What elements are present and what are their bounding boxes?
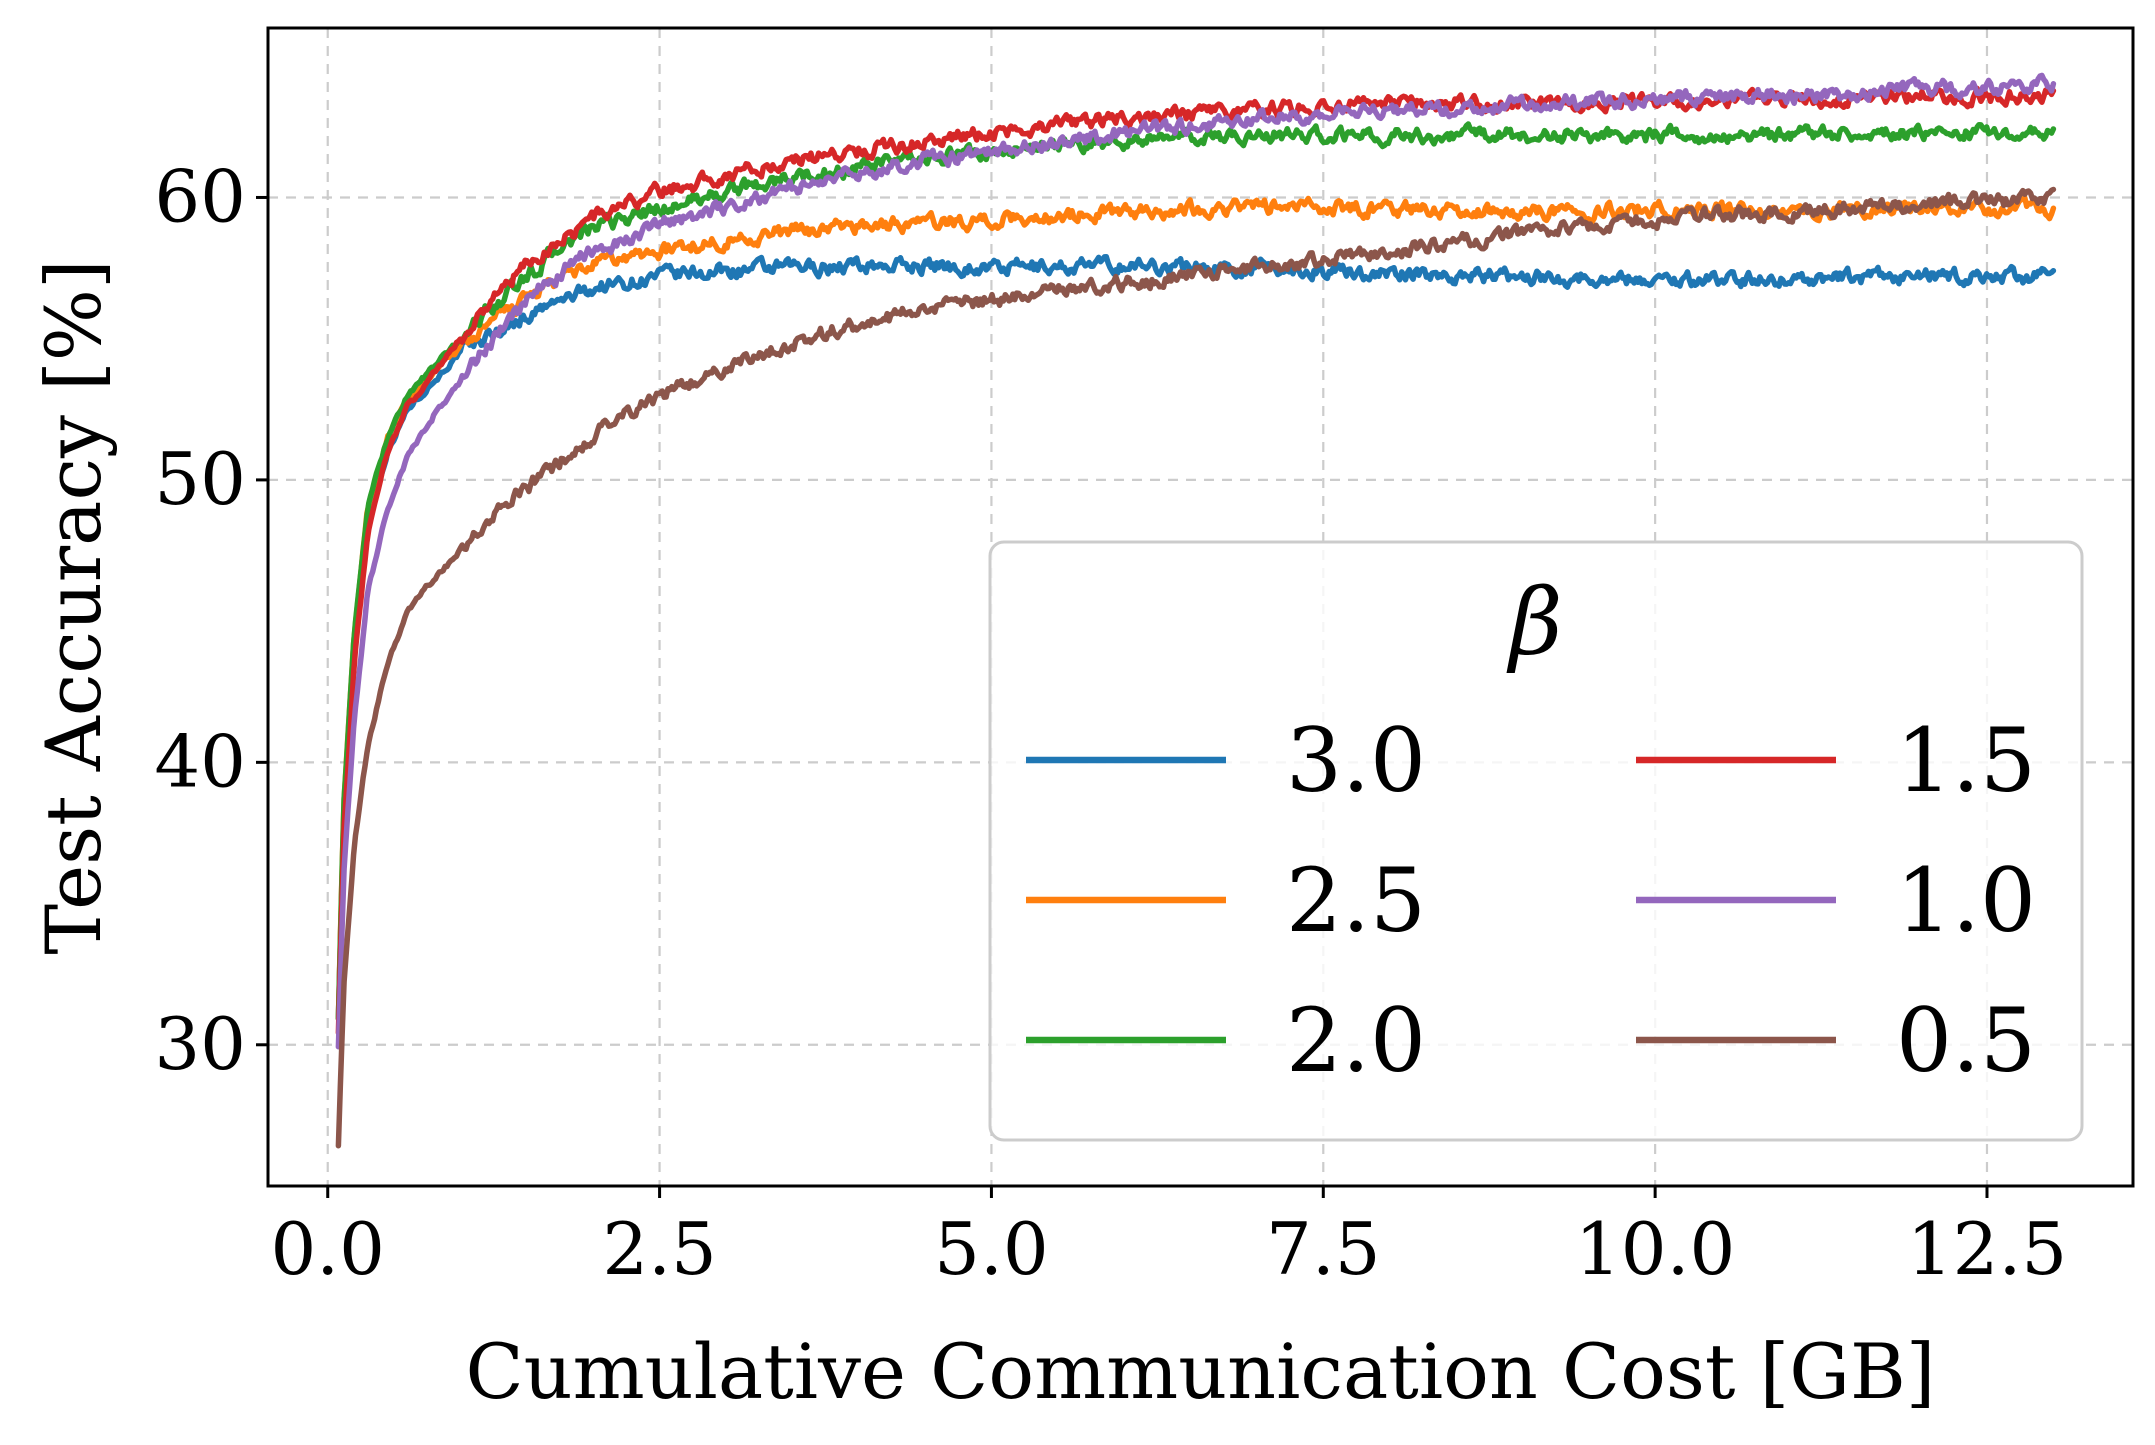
legend-label-beta-0.5: 0.5 [1896,989,2036,1092]
legend-label-beta-1.0: 1.0 [1896,849,2036,952]
x-tick-label: 5.0 [934,1207,1049,1291]
legend-entries: 3.0 2.5 2.0 1.5 1.0 0.5 [1026,709,2036,1092]
legend-title: β [1506,569,1562,676]
x-tick-label: 2.5 [602,1207,717,1291]
series-line-beta-2.0 [335,121,2057,1022]
x-tick-label: 7.5 [1266,1207,1381,1291]
y-axis-label: Test Accuracy [%] [29,259,118,954]
legend-entry-beta-2.0: 2.0 [1026,989,1426,1092]
legend-entry-beta-1.5: 1.5 [1636,709,2036,812]
legend-entry-beta-3.0: 3.0 [1026,709,1426,812]
series-layer [335,72,2057,1149]
legend-entry-beta-1.0: 1.0 [1636,849,2036,952]
tick-layer: 0.0 2.5 5.0 7.5 10.0 12.5 30 40 50 60 [154,154,2067,1291]
y-tick-label: 40 [154,719,246,803]
legend-label-beta-3.0: 3.0 [1286,709,1426,812]
series-line-beta-1.5 [335,85,2057,1036]
x-tick-label: 10.0 [1575,1207,1735,1291]
series-line-beta-0.5 [335,186,2057,1149]
x-axis-label: Cumulative Communication Cost [GB] [466,1327,1936,1416]
legend-entry-beta-0.5: 0.5 [1636,989,2036,1092]
legend-entry-beta-2.5: 2.5 [1026,849,1426,952]
series-line-beta-2.5 [335,195,2057,1022]
legend-label-beta-2.5: 2.5 [1286,849,1426,952]
legend-label-beta-1.5: 1.5 [1896,709,2036,812]
series-line-beta-3.0 [335,254,2057,1022]
legend-box [988,540,2084,1142]
x-tick-label: 0.0 [270,1207,385,1291]
x-tick-label: 12.5 [1907,1207,2067,1291]
plot-frame [266,26,2135,1188]
legend: β 3.0 2.5 2.0 1.5 1.0 0.5 [988,540,2084,1142]
y-tick-label: 50 [154,437,246,521]
y-tick-label: 60 [154,154,246,238]
legend-label-beta-2.0: 2.0 [1286,989,1426,1092]
y-tick-label: 30 [154,1002,246,1086]
series-line-beta-1.0 [335,72,2057,1050]
